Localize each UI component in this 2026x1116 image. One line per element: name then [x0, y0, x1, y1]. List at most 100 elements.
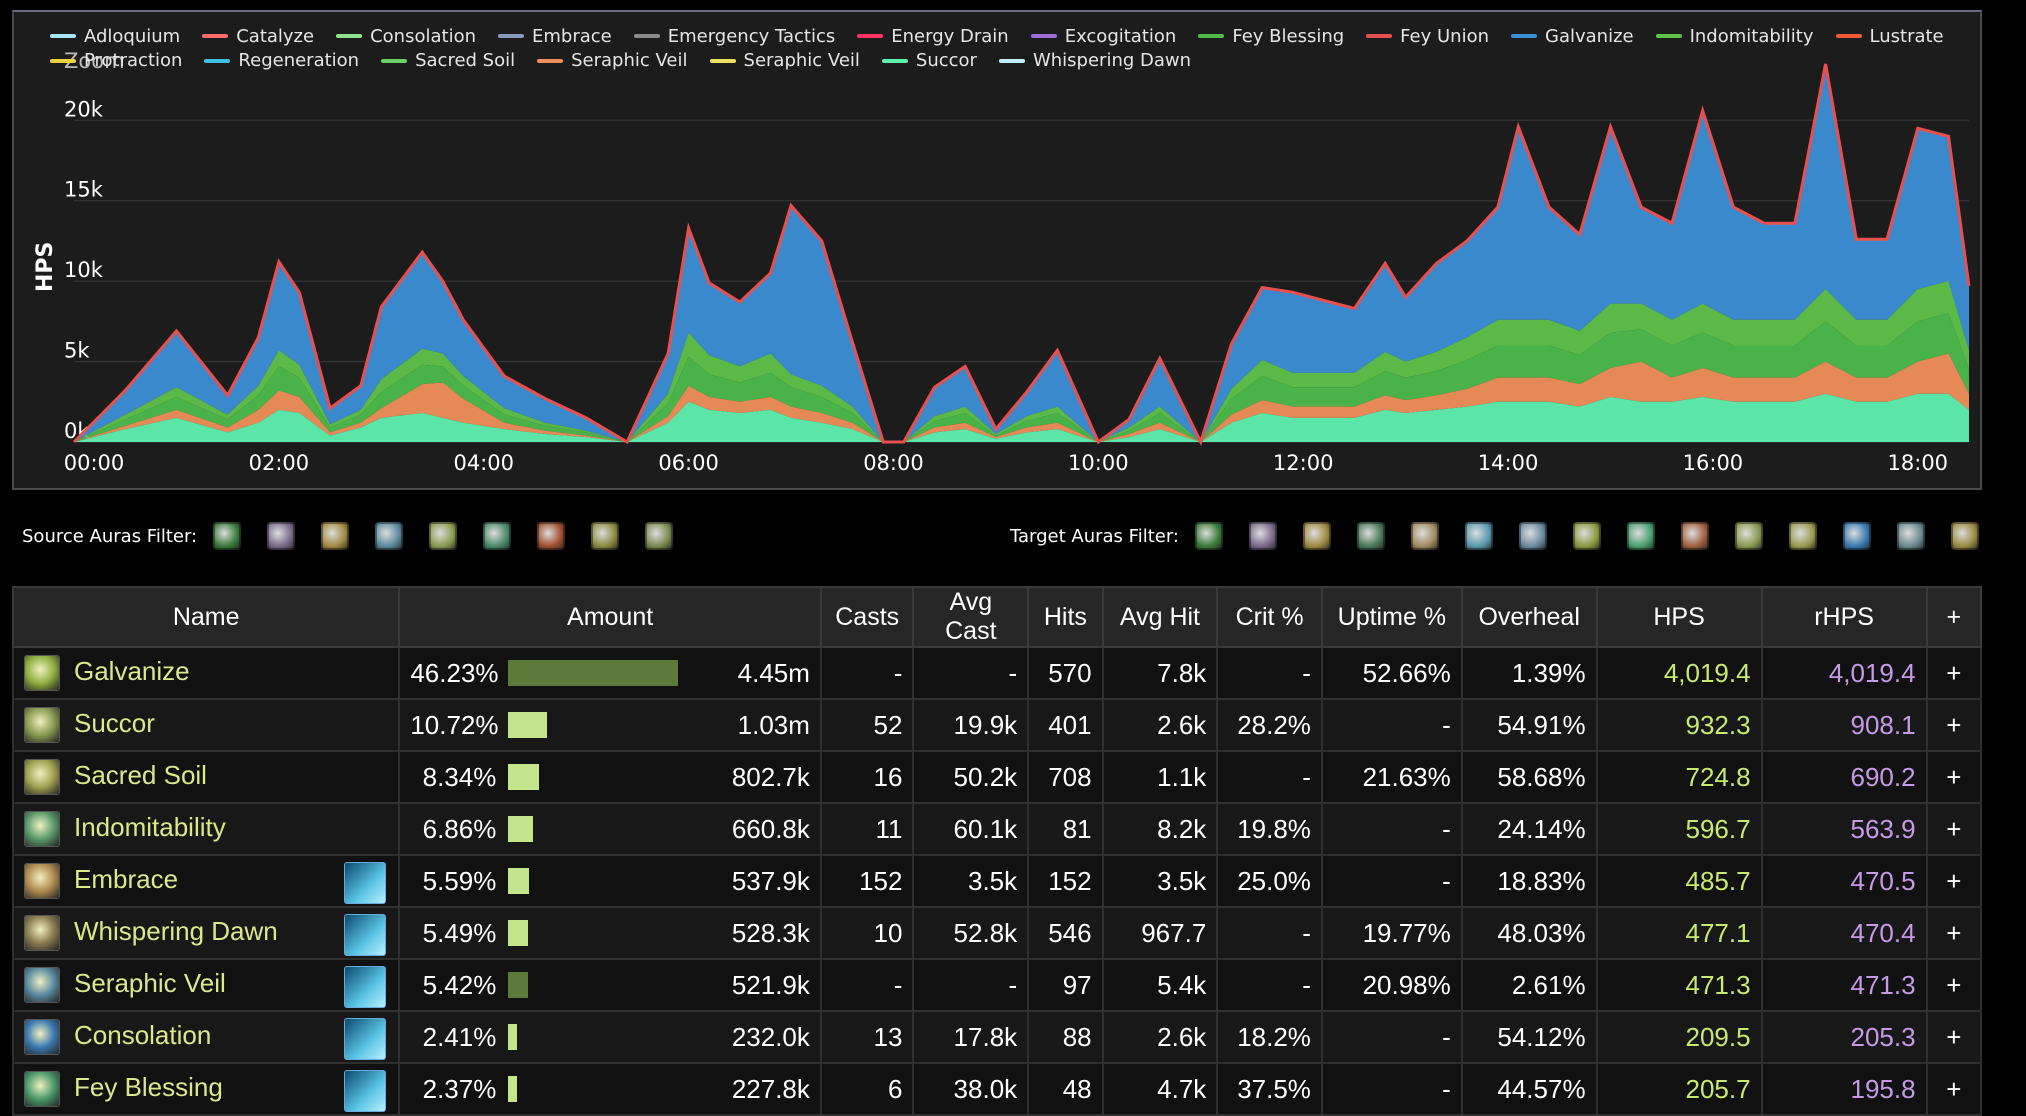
header-rhps[interactable]: rHPS: [1760, 586, 1928, 648]
area-series-galvanize[interactable]: [74, 63, 1969, 443]
table-row[interactable]: Sacred Soil 8.34% 802.7k 16 50.2k 708 1.1k -21.…: [11, 750, 1983, 804]
expand-row-button[interactable]: +: [1925, 698, 1983, 752]
ability-name[interactable]: Succor: [74, 707, 155, 738]
ability-name-cell[interactable]: Galvanize: [11, 646, 401, 700]
legend-item[interactable]: Consolation: [336, 26, 476, 47]
table-row[interactable]: Seraphic Veil 5.42% 521.9k - -97 5.4k -20.98% 2…: [11, 958, 1983, 1012]
aura-filter-icon[interactable]: [1411, 522, 1439, 550]
ability-name[interactable]: Fey Blessing: [74, 1071, 223, 1102]
expand-row-button[interactable]: +: [1925, 1062, 1983, 1116]
legend-item[interactable]: Excogitation: [1030, 26, 1176, 47]
legend-item[interactable]: Regeneration: [204, 50, 359, 71]
aura-filter-icon[interactable]: [1303, 522, 1331, 550]
aura-filter-icon[interactable]: [429, 522, 458, 550]
aura-filter-icon[interactable]: [1735, 522, 1763, 550]
legend-item[interactable]: Succor: [881, 50, 977, 71]
table-row[interactable]: Succor 10.72% 1.03m 52 19.9k 401 2.6k 28.2% -54.…: [11, 698, 1983, 752]
ability-name[interactable]: Indomitability: [74, 811, 226, 842]
aura-filter-icon[interactable]: [1843, 522, 1871, 550]
expand-row-button[interactable]: +: [1925, 854, 1983, 908]
legend-item[interactable]: Fey Union: [1366, 26, 1489, 47]
legend-item[interactable]: Seraphic Veil: [537, 50, 688, 71]
header-avg-hit[interactable]: Avg Hit: [1101, 586, 1219, 648]
legend-item[interactable]: Emergency Tactics: [633, 26, 835, 47]
legend-item[interactable]: Catalyze: [202, 26, 314, 47]
header-uptime[interactable]: Uptime %: [1320, 586, 1463, 648]
table-row[interactable]: Whispering Dawn 5.49% 528.3k 10 52.8k 546 967.…: [11, 906, 1983, 960]
area-series-indomitability[interactable]: [74, 281, 1969, 442]
ability-name-cell[interactable]: Succor: [11, 698, 401, 752]
ability-name-cell[interactable]: Whispering Dawn: [11, 906, 401, 960]
header-hps[interactable]: HPS: [1595, 586, 1763, 648]
expand-row-button[interactable]: +: [1925, 906, 1983, 960]
aura-filter-icon[interactable]: [591, 522, 620, 550]
legend-item[interactable]: Fey Blessing: [1198, 26, 1344, 47]
legend-item[interactable]: Embrace: [497, 26, 612, 47]
ability-name-cell[interactable]: Embrace: [11, 854, 401, 908]
area-series-succor[interactable]: [74, 393, 1969, 442]
legend-item[interactable]: Indomitability: [1655, 26, 1814, 47]
ability-name-cell[interactable]: Fey Blessing: [11, 1062, 401, 1116]
aura-filter-icon[interactable]: [375, 522, 404, 550]
header-casts[interactable]: Casts: [819, 586, 915, 648]
header-overheal[interactable]: Overheal: [1460, 586, 1598, 648]
aura-filter-icon[interactable]: [1465, 522, 1493, 550]
header-crit[interactable]: Crit %: [1216, 586, 1323, 648]
amount-percent: 2.41%: [422, 1021, 497, 1052]
expand-row-button[interactable]: +: [1925, 750, 1983, 804]
legend-item[interactable]: Whispering Dawn: [998, 50, 1191, 71]
area-series-sacred-soil[interactable]: [74, 313, 1969, 442]
aura-filter-icon[interactable]: [1195, 522, 1223, 550]
header-amount[interactable]: Amount: [398, 586, 822, 648]
aura-filter-icon[interactable]: [1789, 522, 1817, 550]
legend-item[interactable]: Protraction: [50, 50, 182, 71]
ability-name[interactable]: Whispering Dawn: [74, 915, 278, 946]
expand-row-button[interactable]: +: [1925, 1010, 1983, 1064]
aura-filter-icon[interactable]: [1951, 522, 1979, 550]
area-series-seraphic-veil[interactable]: [74, 353, 1969, 442]
legend-item[interactable]: Seraphic Veil: [709, 50, 860, 71]
table-row[interactable]: Fey Blessing 2.37% 227.8k 6 38.0k 48 4.7k 37.5%…: [11, 1062, 1983, 1116]
aura-filter-icon[interactable]: [213, 522, 242, 550]
aura-filter-icon[interactable]: [645, 522, 674, 550]
aura-filter-icon[interactable]: [1249, 522, 1277, 550]
legend-item[interactable]: Adloquium: [50, 26, 180, 47]
table-row[interactable]: Galvanize 46.23% 4.45m - -570 7.8k -52.66% 1.39…: [11, 646, 1983, 700]
ability-name[interactable]: Consolation: [74, 1019, 212, 1050]
ability-name-cell[interactable]: Seraphic Veil: [11, 958, 401, 1012]
aura-filter-icon[interactable]: [483, 522, 512, 550]
header-name[interactable]: Name: [11, 586, 401, 648]
aura-filter-icon[interactable]: [537, 522, 566, 550]
header-hits[interactable]: Hits: [1027, 586, 1104, 648]
ability-name[interactable]: Galvanize: [74, 655, 190, 686]
aura-filter-icon[interactable]: [267, 522, 296, 550]
aura-filter-icon[interactable]: [1681, 522, 1709, 550]
legend-item[interactable]: Lustrate: [1835, 26, 1944, 47]
header-avg-cast[interactable]: Avg Cast: [912, 586, 1030, 648]
aura-filter-icon[interactable]: [1897, 522, 1925, 550]
ability-name[interactable]: Seraphic Veil: [74, 967, 226, 998]
legend-item[interactable]: Sacred Soil: [381, 50, 515, 71]
ability-name-cell[interactable]: Indomitability: [11, 802, 401, 856]
expand-row-button[interactable]: +: [1925, 646, 1983, 700]
legend-item[interactable]: Galvanize: [1511, 26, 1634, 47]
aura-filter-icon[interactable]: [1357, 522, 1385, 550]
rhps-cell: 195.8: [1760, 1062, 1928, 1116]
legend-item[interactable]: Energy Drain: [857, 26, 1009, 47]
ability-name-cell[interactable]: Consolation: [11, 1010, 401, 1064]
ability-name-cell[interactable]: Sacred Soil: [11, 750, 401, 804]
aura-filter-icon[interactable]: [1519, 522, 1547, 550]
ability-name[interactable]: Sacred Soil: [74, 759, 207, 790]
table-row[interactable]: Consolation 2.41% 232.0k 13 17.8k 88 2.6k 18.2%…: [11, 1010, 1983, 1064]
header-expand[interactable]: +: [1925, 586, 1983, 648]
aura-filter-icon[interactable]: [1573, 522, 1601, 550]
aura-filter-icon[interactable]: [321, 522, 350, 550]
table-row[interactable]: Indomitability 6.86% 660.8k 11 60.1k 81 8.2k 19…: [11, 802, 1983, 856]
expand-row-button[interactable]: +: [1925, 802, 1983, 856]
ability-name[interactable]: Embrace: [74, 863, 179, 894]
expand-row-button[interactable]: +: [1925, 958, 1983, 1012]
aura-filter-icon[interactable]: [1627, 522, 1655, 550]
table-row[interactable]: Embrace 5.59% 537.9k 152 3.5k 152 3.5k 25.0% -18…: [11, 854, 1983, 908]
x-tick-label: 12:00: [1273, 451, 1334, 475]
